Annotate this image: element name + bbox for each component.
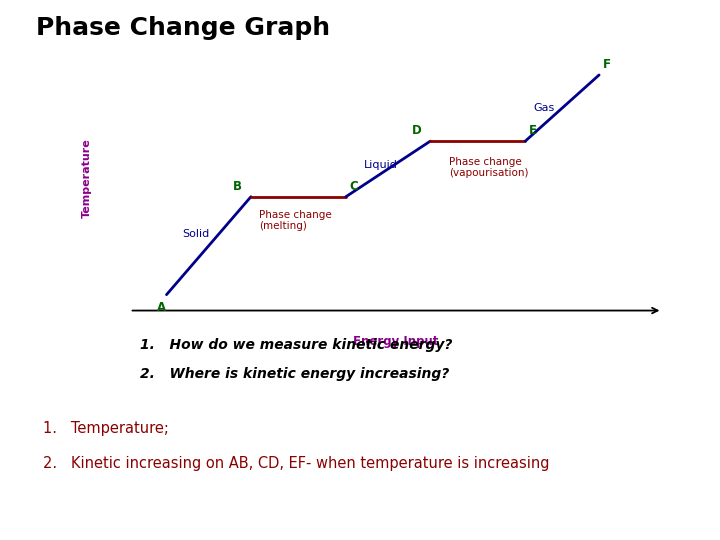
Text: C: C (349, 180, 358, 193)
Text: 1.   Temperature;: 1. Temperature; (43, 421, 169, 436)
Text: Phase change
(melting): Phase change (melting) (259, 210, 332, 231)
Text: F: F (603, 58, 611, 71)
Text: Liquid: Liquid (364, 160, 398, 170)
Text: Gas: Gas (533, 103, 554, 113)
Text: Solid: Solid (182, 229, 210, 239)
Text: Phase change
(vapourisation): Phase change (vapourisation) (449, 157, 528, 178)
Text: Temperature: Temperature (81, 138, 91, 218)
Text: 2.   Where is kinetic energy increasing?: 2. Where is kinetic energy increasing? (140, 367, 450, 381)
Text: 1.   How do we measure kinetic energy?: 1. How do we measure kinetic energy? (140, 338, 453, 352)
Text: E: E (529, 124, 537, 137)
Text: A: A (157, 301, 166, 314)
Text: B: B (233, 180, 242, 193)
Text: Phase Change Graph: Phase Change Graph (36, 16, 330, 40)
Text: Energy Input: Energy Input (354, 335, 438, 348)
Text: D: D (413, 124, 422, 137)
Text: 2.   Kinetic increasing on AB, CD, EF- when temperature is increasing: 2. Kinetic increasing on AB, CD, EF- whe… (43, 456, 549, 471)
